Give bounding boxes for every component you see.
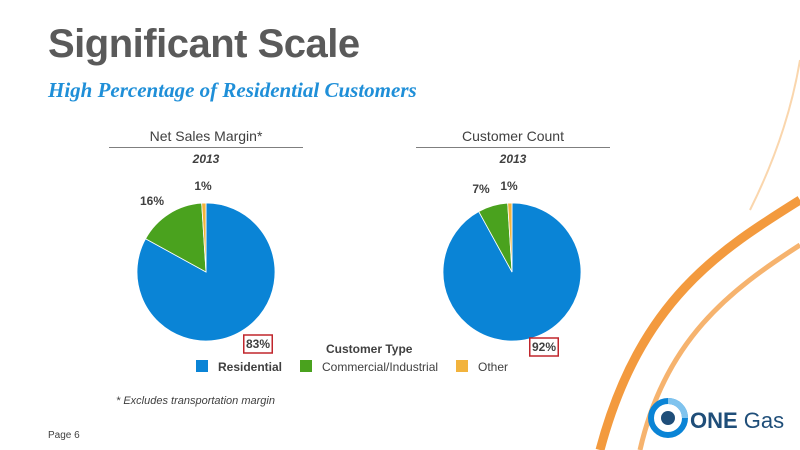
slide-title: Significant Scale [48,22,360,66]
chart1-slice-other [201,202,207,273]
legend-item-other: Other [456,360,508,374]
chart1-header: Net Sales Margin* 2013 [109,128,303,166]
chart2-slice-other [507,202,513,273]
chart2-header: Customer Count 2013 [416,128,610,166]
chart1-data-label-residential: 83% [246,337,270,351]
chart1-data-label-other: 1% [194,179,212,193]
chart2-year: 2013 [499,152,527,166]
chart1-data-label-commercial-industrial: 16% [140,194,164,208]
legend-swatch-residential [196,360,208,372]
legend-label-commercial: Commercial/Industrial [322,360,439,374]
legend-item-residential: Residential [196,360,282,374]
page-number: Page 6 [48,430,80,441]
footnote: * Excludes transportation margin [116,395,275,407]
chart1-year: 2013 [192,152,220,166]
logo-text-rest: Gas [737,408,785,433]
logo-text-bold: ONE [690,408,738,433]
legend-label-other: Other [478,360,509,374]
chart2-highlight-box [529,337,559,357]
legend-title: Customer Type [326,342,413,356]
chart2-data-label-commercial-industrial: 7% [472,182,490,196]
legend-item-commercial: Commercial/Industrial [300,360,438,374]
logo-text: ONE Gas [690,408,784,434]
legend-label-residential: Residential [218,360,283,374]
chart1-title: Net Sales Margin* [109,128,303,148]
chart2-title: Customer Count [416,128,610,148]
slide-subtitle: High Percentage of Residential Customers [48,78,417,102]
chart1-slice-residential [136,202,276,342]
chart1-highlight-box [243,334,273,354]
chart1-slice-commercial-industrial [144,202,207,273]
chart2-data-label-residential: 92% [532,340,556,354]
chart2-data-label-other: 1% [500,179,518,193]
one-gas-logo-icon [648,398,688,438]
legend-swatch-other [456,360,468,372]
legend-swatch-commercial [300,360,312,372]
